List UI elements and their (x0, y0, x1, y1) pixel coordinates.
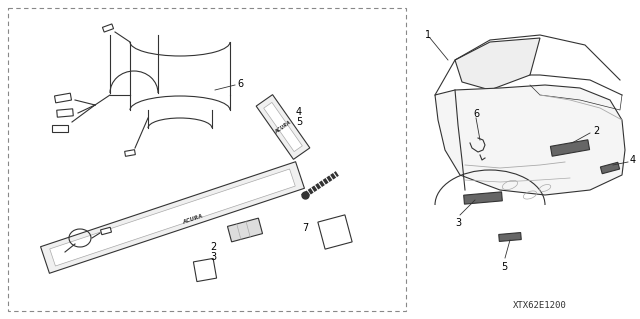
Polygon shape (455, 38, 540, 90)
Text: 4: 4 (296, 107, 302, 117)
Polygon shape (54, 93, 72, 103)
Text: 5: 5 (501, 262, 507, 272)
Polygon shape (193, 258, 216, 282)
Text: 3: 3 (455, 218, 461, 228)
Text: 1: 1 (425, 30, 431, 40)
Polygon shape (50, 169, 295, 266)
Polygon shape (550, 140, 589, 156)
Polygon shape (600, 162, 620, 174)
Polygon shape (57, 109, 73, 117)
Polygon shape (100, 227, 111, 235)
Text: 2: 2 (593, 126, 599, 136)
Polygon shape (318, 215, 352, 249)
Polygon shape (256, 95, 310, 160)
Polygon shape (52, 124, 68, 131)
Polygon shape (264, 102, 302, 152)
Text: ACURA: ACURA (274, 120, 292, 134)
Text: 6: 6 (473, 109, 479, 119)
Polygon shape (227, 218, 262, 242)
Polygon shape (464, 192, 502, 204)
Text: 7: 7 (301, 223, 308, 233)
Text: 4: 4 (630, 155, 636, 165)
Polygon shape (125, 150, 135, 156)
Polygon shape (499, 233, 521, 241)
Polygon shape (435, 85, 625, 195)
Bar (8, 8, 406, 311)
Text: 6: 6 (237, 79, 243, 89)
Polygon shape (102, 24, 113, 32)
Text: XTX62E1200: XTX62E1200 (513, 300, 567, 309)
Text: 5: 5 (296, 117, 302, 127)
Polygon shape (40, 162, 305, 273)
Text: ACURA: ACURA (182, 214, 204, 225)
Text: 3: 3 (210, 252, 216, 262)
Text: 2: 2 (210, 242, 216, 252)
